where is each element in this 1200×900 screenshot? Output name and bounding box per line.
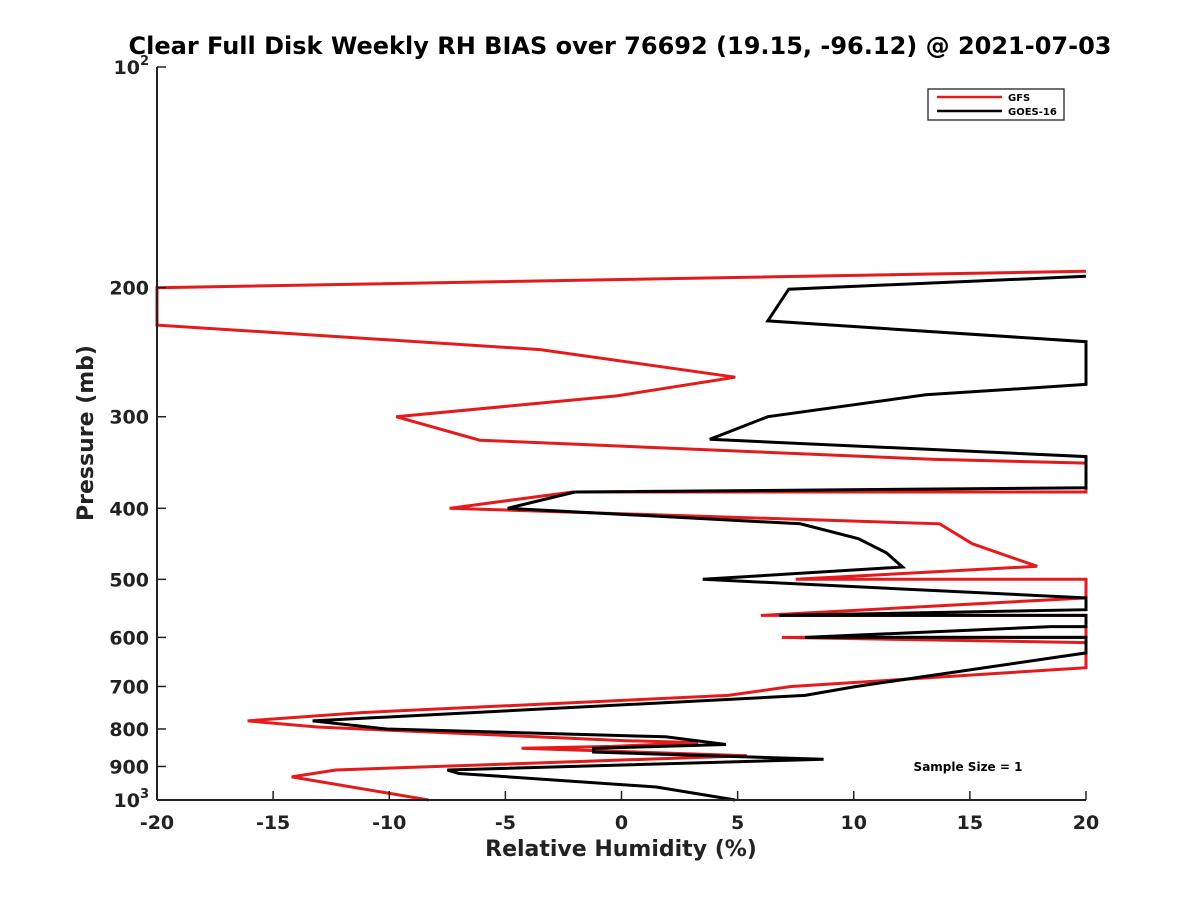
y-tick-label: 200: [109, 278, 149, 300]
y-tick-label: 900: [109, 756, 149, 778]
x-tick-label: -20: [140, 812, 174, 834]
y-tick-label: 800: [109, 719, 149, 741]
y-tick-label: 400: [109, 498, 149, 520]
x-tick-label: 5: [731, 812, 744, 834]
legend-label-gfs: GFS: [1008, 93, 1030, 104]
series-line-goes16: [312, 274, 1088, 802]
x-tick-label: 0: [615, 812, 628, 834]
plot-area: [157, 67, 1086, 800]
y-tick-label: 500: [109, 569, 149, 591]
plot-background: [157, 67, 1086, 800]
y-tick-label: 600: [109, 627, 149, 649]
x-tick-label: 10: [841, 812, 867, 834]
series-layer: [155, 269, 1088, 802]
chart-title: Clear Full Disk Weekly RH BIAS over 7669…: [129, 32, 1112, 60]
sample-size-annotation: Sample Size = 1: [914, 760, 1023, 774]
x-tick-label: -10: [372, 812, 406, 834]
legend-box: [927, 88, 1065, 121]
y-tick-label: 700: [109, 676, 149, 698]
legend: GFS GOES-16: [927, 88, 1065, 121]
x-axis-label: Relative Humidity (%): [485, 837, 757, 862]
y-axis-label: Pressure (mb): [74, 345, 99, 521]
y-tick-label: 300: [109, 407, 149, 429]
series-line-gfs: [155, 269, 1088, 802]
x-tick-label: 20: [1073, 812, 1099, 834]
x-ticks: -20 -15 -10 -5 0 5 10 15 20: [140, 791, 1099, 834]
x-tick-label: 15: [957, 812, 983, 834]
legend-label-goes16: GOES-16: [1008, 107, 1057, 118]
x-tick-label: -5: [495, 812, 516, 834]
x-tick-label: -15: [256, 812, 290, 834]
